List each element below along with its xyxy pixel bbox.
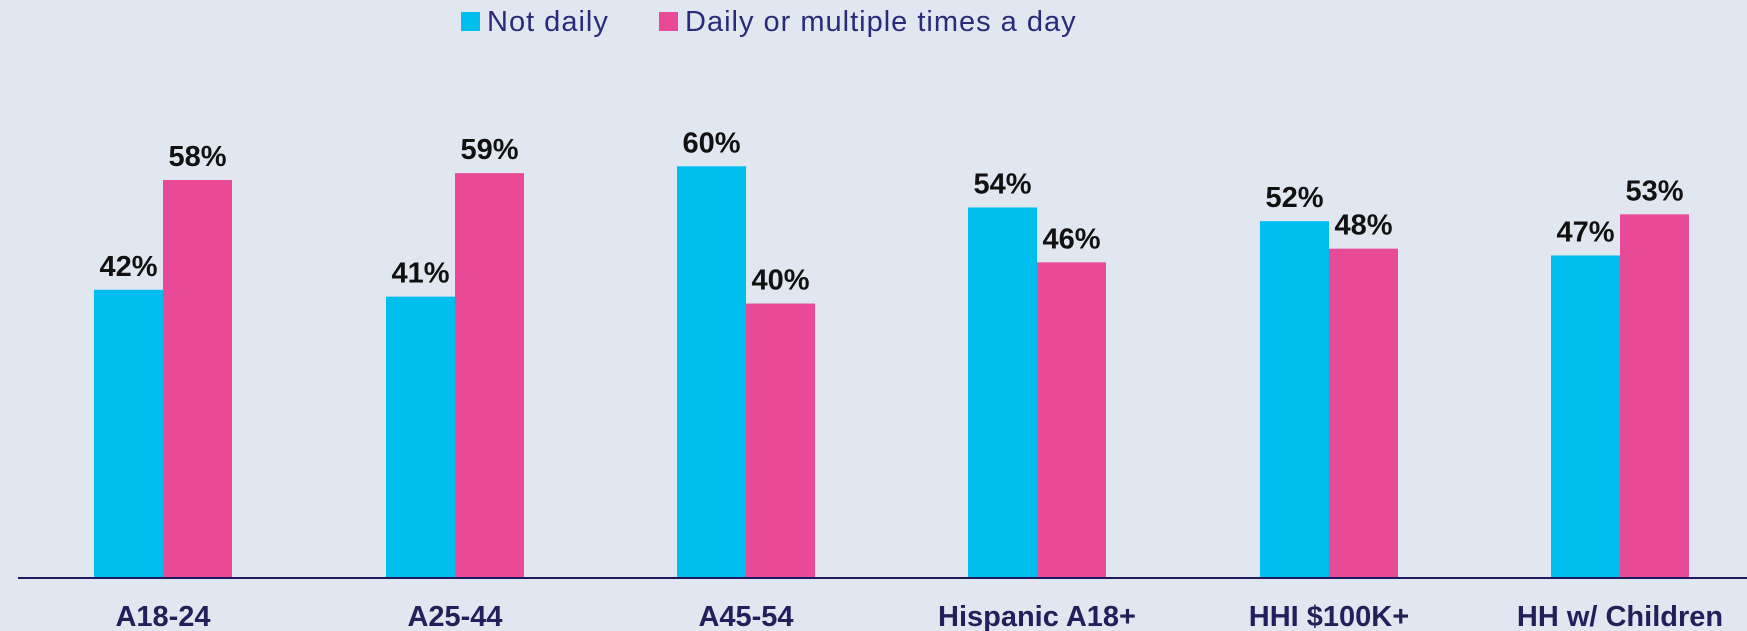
value-label-not-daily-hispanic-a18-plus: 54% [973, 168, 1031, 200]
value-label-daily-hhi-100k-plus: 48% [1334, 210, 1392, 242]
category-label-a45-54: A45-54 [698, 601, 793, 631]
bar-not-daily-hhi-100k-plus [1260, 221, 1329, 578]
x-axis-categories: A18-24 A25-44 A45-54 Hispanic A18+ HHI $… [115, 601, 1723, 631]
bar-daily-a45-54 [746, 303, 815, 578]
value-label-not-daily-a45-54: 60% [682, 127, 740, 159]
value-label-daily-a25-44: 59% [460, 134, 518, 166]
value-label-daily-a45-54: 40% [751, 265, 809, 297]
bar-not-daily-a25-44 [386, 296, 455, 578]
category-label-a25-44: A25-44 [407, 601, 502, 631]
bar-not-daily-a45-54 [677, 166, 746, 578]
bars [94, 166, 1689, 578]
bar-not-daily-hh-w-children [1551, 255, 1620, 578]
legend: Not daily Daily or multiple times a day [461, 6, 1077, 38]
bar-not-daily-hispanic-a18-plus [968, 207, 1037, 578]
legend-label-daily: Daily or multiple times a day [685, 6, 1077, 38]
bar-daily-hhi-100k-plus [1329, 248, 1398, 578]
bar-daily-a25-44 [455, 173, 524, 578]
category-label-hh-w-children: HH w/ Children [1517, 601, 1723, 631]
bar-daily-hispanic-a18-plus [1037, 262, 1106, 578]
legend-label-not-daily: Not daily [487, 6, 609, 38]
value-labels: 42% 58% 41% 59% 60% 40% 54% 46% 52% 48% 47% 53% [99, 127, 1683, 296]
value-label-daily-hispanic-a18-plus: 46% [1042, 223, 1100, 255]
category-label-hispanic-a18plus: Hispanic A18+ [938, 601, 1136, 631]
value-label-not-daily-a18-24: 42% [99, 251, 157, 283]
legend-swatch-daily [659, 12, 678, 31]
value-label-daily-a18-24: 58% [168, 141, 226, 173]
bar-not-daily-a18-24 [94, 289, 163, 578]
value-label-daily-hh-w-children: 53% [1625, 175, 1683, 207]
value-label-not-daily-hh-w-children: 47% [1556, 216, 1614, 248]
value-label-not-daily-hhi-100k-plus: 52% [1265, 182, 1323, 214]
bar-daily-a18-24 [163, 180, 232, 578]
legend-swatch-not-daily [461, 12, 480, 31]
category-label-hhi-100k-plus: HHI $100K+ [1249, 601, 1409, 631]
category-label-a18-24: A18-24 [115, 601, 210, 631]
value-label-not-daily-a25-44: 41% [391, 258, 449, 290]
bar-daily-hh-w-children [1620, 214, 1689, 578]
